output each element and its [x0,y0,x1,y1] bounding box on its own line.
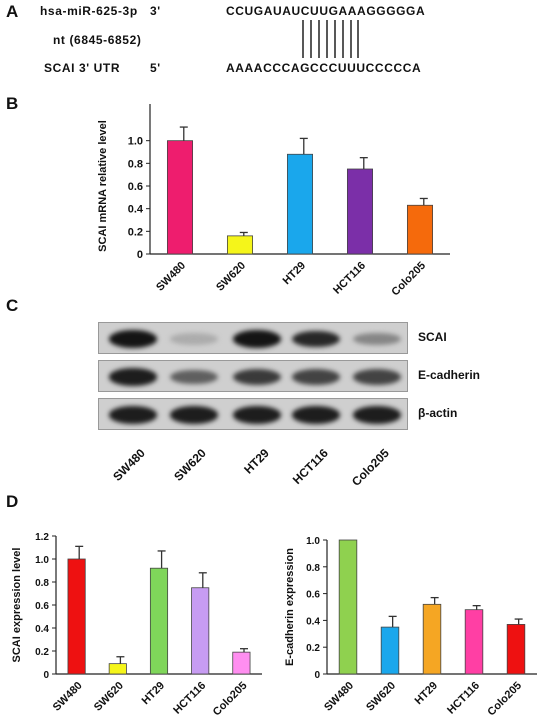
blot-row-label: SCAI [418,330,447,344]
blot-row-label: β-actin [418,406,458,420]
blot-band [233,406,281,424]
mirna-3prime: 3' [150,4,161,18]
x-tick-label: SW480 [51,680,85,714]
bar [464,609,484,675]
x-tick-label: SW480 [154,260,188,294]
bar [108,663,127,675]
y-tick-label: 0.6 [306,590,320,601]
x-tick-label: HCT116 [445,680,482,717]
y-tick-label: 1.0 [35,555,49,566]
bar [286,153,313,255]
bar [406,204,433,255]
panel-label-a: A [6,2,19,21]
blot-row [98,360,408,392]
blot-band [170,369,218,385]
x-tick-label: SW620 [92,680,126,714]
blot-band [233,369,281,385]
x-tick-label: HT29 [413,680,441,708]
utr-5prime: 5' [150,61,161,75]
x-tick-label: SW620 [364,680,398,714]
x-tick-label: SW480 [322,680,356,714]
chart-d2: 0 0.2 0.4 0.6 0.8 1.0 E-cadherin expression SW4… [284,536,537,719]
blot-lane-label: HT29 [241,446,272,477]
y-tick-label: 0.4 [35,624,49,635]
blot-band [170,406,218,424]
y-tick-label: 0.8 [35,578,49,589]
pairing-lines [302,20,359,58]
blot-band [233,330,281,348]
bar [346,168,373,255]
y-tick-label: 0 [314,670,320,681]
blot-band [109,406,157,424]
y-tick-label: 0.8 [306,563,320,574]
chart-d1: 0 0.2 0.4 0.6 0.8 1.0 1.2 SCAI expression level… [11,532,262,719]
bar [191,587,210,675]
panel-label-d: D [6,492,19,511]
nt-range-label: nt (6845-6852) [53,33,142,47]
y-axis-label: SCAI expression level [11,548,23,663]
bar [422,603,442,675]
x-tick-label: Colo205 [485,680,524,719]
blot-band [109,368,157,386]
y-axis-label: E-cadherin expression [284,548,296,666]
y-tick-label: 0.2 [35,647,49,658]
blot-band [292,406,340,424]
x-tick-label: Colo205 [389,260,428,299]
y-tick-label: 0.4 [306,616,320,627]
bar [67,558,86,675]
blot-band [292,330,340,348]
x-tick-label: SW620 [214,260,248,294]
y-tick-label: 0.4 [128,204,144,216]
x-tick-label: HCT116 [171,680,208,717]
bar [226,235,253,255]
panel-label-c: C [6,296,19,315]
mirna-label: hsa-miR-625-3p [40,4,138,18]
x-tick-label: Colo205 [211,680,250,719]
bar [506,624,526,675]
blot-band [353,332,401,346]
y-tick-label: 0.6 [128,181,143,193]
bar [232,651,251,675]
y-tick-label: 0 [137,249,143,261]
blot-band [170,333,218,345]
bar [166,140,193,255]
x-tick-label: HCT116 [331,260,368,297]
y-tick-label: 0.6 [35,601,49,612]
blot-lane-label: SW480 [110,446,148,484]
chart-b: 0 0.2 0.4 0.6 0.8 1.0 SCAI mRNA relative level… [97,104,450,299]
x-tick-label: HT29 [281,260,309,288]
y-axis-label: SCAI mRNA relative level [97,120,109,252]
mirna-sequence: CCUGAUAUCUUGAAAGGGGGA [226,4,426,18]
blot-lane-label: Colo205 [348,446,392,489]
utr-label: SCAI 3' UTR [44,61,121,75]
blot-band [292,369,340,385]
blot-lane-label: SW620 [171,446,209,484]
blot-row [98,322,408,354]
bar [149,567,169,675]
panel-label-b: B [6,94,19,113]
blot-band [109,330,157,348]
blot-band [353,406,401,424]
blot-lane-label: HCT116 [289,446,331,488]
y-tick-label: 1.0 [306,536,320,547]
y-tick-label: 0.2 [306,643,320,654]
y-tick-label: 1.2 [35,532,49,543]
blot-band [353,369,401,385]
western-blot [98,322,408,436]
x-tick-label: HT29 [140,680,168,708]
blot-row [98,398,408,430]
y-tick-label: 0.8 [128,158,143,170]
blot-row-label: E-cadherin [418,368,481,382]
utr-sequence: AAAACCCAGCCCUUUCCCCCA [226,61,422,75]
y-tick-label: 0 [43,670,49,681]
y-tick-label: 1.0 [128,136,143,148]
y-tick-label: 0.2 [128,226,143,238]
bar [380,626,400,675]
bar [338,539,358,675]
